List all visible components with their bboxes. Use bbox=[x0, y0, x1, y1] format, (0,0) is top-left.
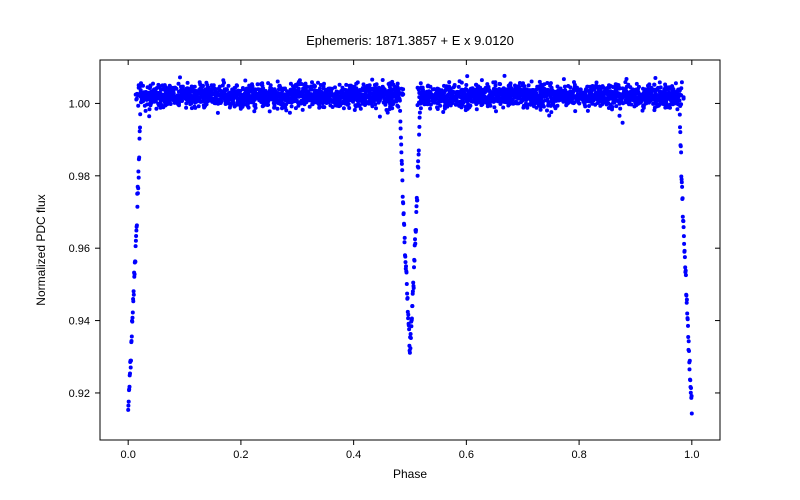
x-axis-label: Phase bbox=[393, 467, 427, 481]
chart-container: 0.0 0.2 0.4 0.6 0.8 1.0 0.92 0.94 0.96 0.98 1.00 Ph… bbox=[0, 0, 800, 500]
x-tick-label: 0.6 bbox=[459, 449, 474, 461]
chart-background bbox=[0, 0, 800, 500]
x-tick-label: 0.4 bbox=[346, 449, 361, 461]
light-curve-chart: 0.0 0.2 0.4 0.6 0.8 1.0 0.92 0.94 0.96 0.98 1.00 Ph… bbox=[0, 0, 800, 500]
x-tick-label: 0.0 bbox=[121, 449, 136, 461]
y-tick-label: 0.96 bbox=[69, 243, 90, 255]
y-tick-label: 0.92 bbox=[69, 388, 90, 400]
x-tick-label: 0.8 bbox=[571, 449, 586, 461]
x-tick-label: 0.2 bbox=[233, 449, 248, 461]
chart-title: Ephemeris: 1871.3857 + E x 9.0120 bbox=[306, 33, 514, 48]
x-tick-label: 1.0 bbox=[684, 449, 699, 461]
y-axis-label: Normalized PDC flux bbox=[34, 194, 48, 305]
y-tick-label: 1.00 bbox=[69, 98, 90, 110]
y-tick-label: 0.94 bbox=[69, 316, 90, 328]
y-tick-label: 0.98 bbox=[69, 171, 90, 183]
